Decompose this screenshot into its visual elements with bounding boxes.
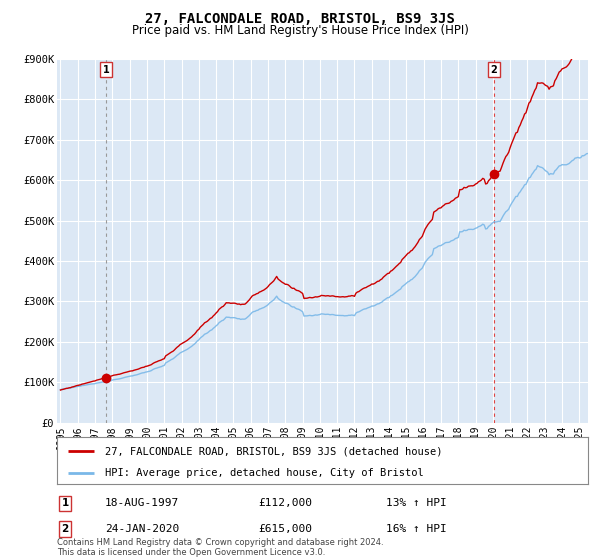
Text: HPI: Average price, detached house, City of Bristol: HPI: Average price, detached house, City… [105, 468, 424, 478]
Text: 2: 2 [491, 65, 497, 74]
Text: 2: 2 [61, 524, 68, 534]
Text: 13% ↑ HPI: 13% ↑ HPI [386, 498, 447, 508]
Text: £112,000: £112,000 [259, 498, 313, 508]
Text: 1: 1 [61, 498, 68, 508]
Text: 16% ↑ HPI: 16% ↑ HPI [386, 524, 447, 534]
Text: 27, FALCONDALE ROAD, BRISTOL, BS9 3JS: 27, FALCONDALE ROAD, BRISTOL, BS9 3JS [145, 12, 455, 26]
Text: 24-JAN-2020: 24-JAN-2020 [105, 524, 179, 534]
Text: 1: 1 [103, 65, 109, 74]
Text: Price paid vs. HM Land Registry's House Price Index (HPI): Price paid vs. HM Land Registry's House … [131, 24, 469, 36]
Text: Contains HM Land Registry data © Crown copyright and database right 2024.
This d: Contains HM Land Registry data © Crown c… [57, 538, 383, 557]
Text: 27, FALCONDALE ROAD, BRISTOL, BS9 3JS (detached house): 27, FALCONDALE ROAD, BRISTOL, BS9 3JS (d… [105, 446, 442, 456]
Text: 18-AUG-1997: 18-AUG-1997 [105, 498, 179, 508]
Text: £615,000: £615,000 [259, 524, 313, 534]
